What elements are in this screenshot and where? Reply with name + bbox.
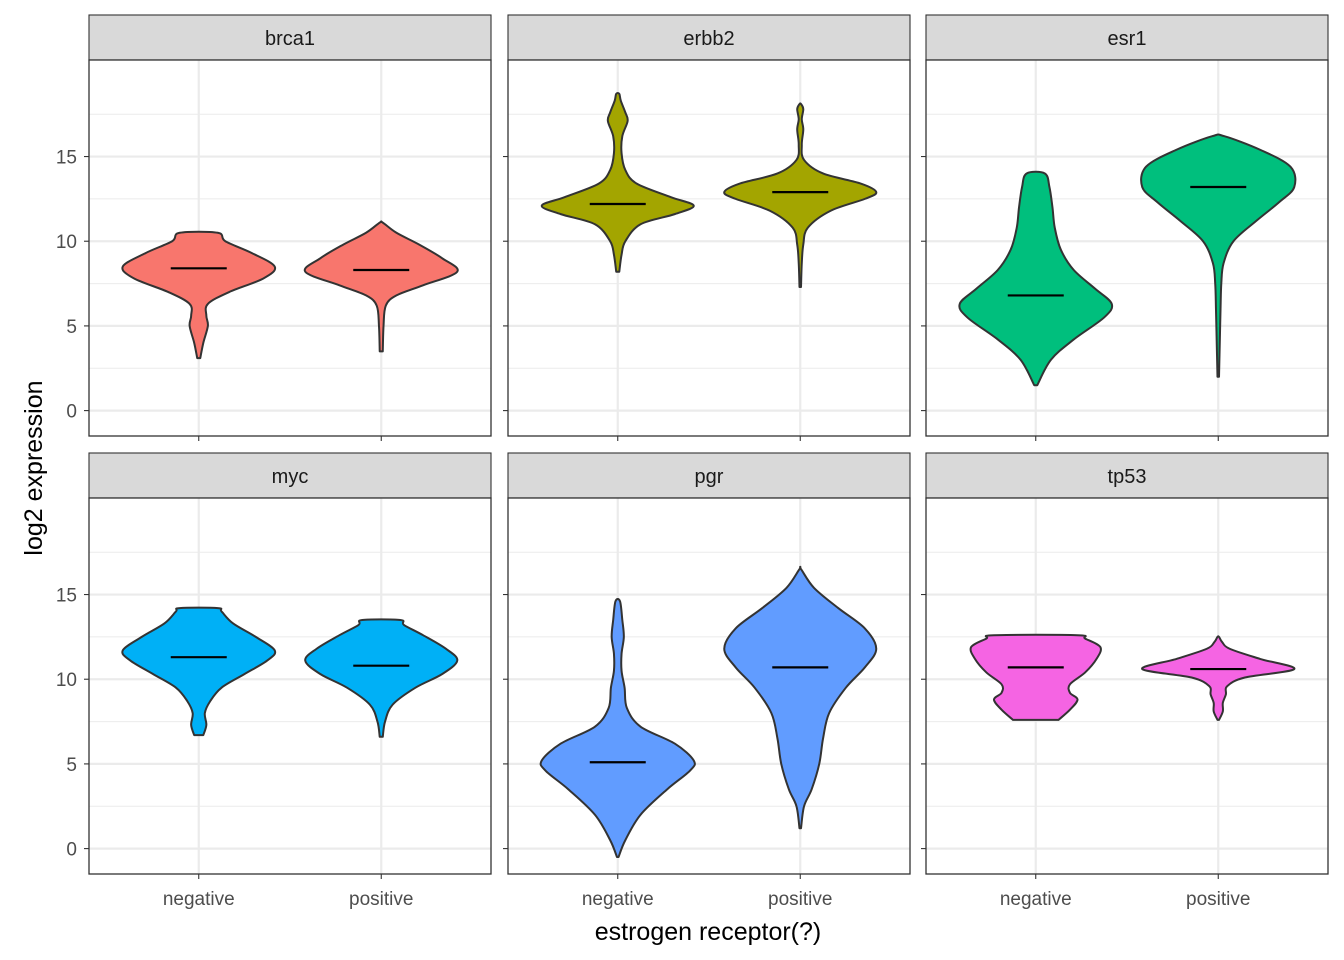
panel-border [88, 497, 492, 875]
facet-strip-label: tp53 [1108, 466, 1147, 488]
facet-strip [507, 452, 911, 499]
panel-border [88, 59, 492, 437]
violin-tp53-positive [1141, 635, 1296, 721]
violin-erbb2-negative [540, 92, 695, 273]
violin-tp53-negative [969, 633, 1102, 721]
violin-myc-positive [304, 618, 459, 738]
y-tick-label: 0 [66, 402, 77, 423]
violin-brca1-negative [121, 230, 277, 360]
panel-background [508, 60, 910, 436]
facet-tp53: tp53 negative positive [921, 452, 1329, 910]
facet-myc: myc 0 5 10 15 negative positive [56, 452, 492, 910]
facet-strip-label: esr1 [1108, 28, 1147, 50]
y-tick-label: 0 [66, 840, 77, 861]
facet-strip [88, 452, 492, 499]
x-tick-label: negative [582, 889, 654, 910]
x-tick-label: negative [1000, 889, 1072, 910]
violin-esr1-positive [1140, 133, 1297, 378]
y-axis-title: log2 expression [20, 380, 48, 555]
y-tick-label: 10 [56, 670, 77, 691]
violin-myc-negative [121, 606, 277, 737]
panel-background [89, 60, 491, 436]
panel-background [926, 498, 1328, 874]
panel-background [926, 60, 1328, 436]
violin-brca1-positive [303, 220, 459, 353]
y-tick-label: 15 [56, 586, 77, 607]
panel-background [89, 498, 491, 874]
panel-border [507, 59, 911, 437]
y-tick-label: 5 [66, 755, 77, 776]
facet-strip [507, 14, 911, 61]
facet-brca1: brca1 0 5 10 15 [56, 14, 492, 441]
facet-strip-label: erbb2 [683, 28, 734, 50]
panel-border [507, 497, 911, 875]
violin-pgr-negative [539, 598, 696, 859]
y-tick-label: 15 [56, 148, 77, 169]
y-tick-label: 10 [56, 232, 77, 253]
x-tick-label: positive [768, 889, 832, 910]
x-tick-label: positive [349, 889, 413, 910]
panel-border [925, 497, 1329, 875]
y-tick-label: 5 [66, 317, 77, 338]
panel-background [508, 498, 910, 874]
facet-strip-label: brca1 [265, 28, 315, 50]
panel-border [925, 59, 1329, 437]
facet-strip-label: pgr [695, 466, 724, 488]
facet-erbb2: erbb2 [503, 14, 911, 441]
facet-strip [88, 14, 492, 61]
x-tick-label: positive [1186, 889, 1250, 910]
x-axis-title: estrogen receptor(?) [595, 918, 822, 946]
facet-strip [925, 452, 1329, 499]
violin-erbb2-positive [723, 102, 878, 288]
facet-esr1: esr1 [921, 14, 1329, 441]
facet-panels: brca1 0 5 10 15 erbb2 esr1 myc 0 5 10 15 negative pos… [56, 14, 1329, 910]
facet-strip [925, 14, 1329, 61]
violin-pgr-positive [723, 565, 878, 830]
facet-pgr: pgr negative positive [503, 452, 911, 910]
facet-strip-label: myc [272, 466, 309, 488]
violin-esr1-negative [958, 170, 1114, 387]
x-tick-label: negative [163, 889, 235, 910]
